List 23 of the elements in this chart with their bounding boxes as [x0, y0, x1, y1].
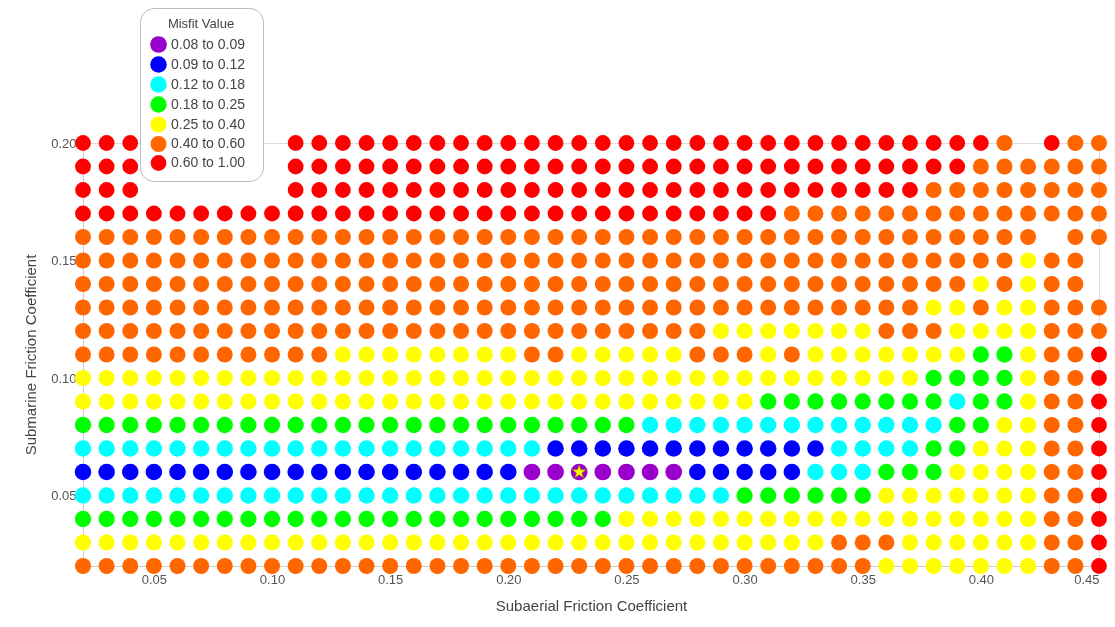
x-tick-label: 0.15 — [378, 571, 404, 587]
x-tick-label: 0.30 — [732, 571, 758, 587]
y-tick-label: 0.20 — [51, 135, 77, 151]
y-axis-title: Submarine Friction Coefficient — [22, 253, 40, 456]
y-tick-label: 0.05 — [51, 488, 77, 503]
legend-title: Misfit Value — [167, 16, 235, 31]
y-tick-label: 0.10 — [51, 370, 77, 386]
x-axis-title: Subaerial Friction Coefficient — [495, 596, 689, 614]
x-tick-label: 0.25 — [614, 571, 640, 587]
legend-label: 0.18 to 0.25 — [171, 95, 246, 112]
x-tick-label: 0.45 — [1074, 571, 1100, 587]
x-tick-label: 0.10 — [259, 571, 286, 587]
legend-label: 0.12 to 0.18 — [171, 75, 246, 92]
x-tick-label: 0.20 — [496, 571, 522, 587]
legend-label: 0.09 to 0.12 — [171, 55, 246, 72]
x-tick-label: 0.40 — [968, 571, 995, 587]
legend-label: 0.60 to 1.00 — [171, 154, 246, 170]
x-tick-label: 0.05 — [141, 571, 168, 587]
legend-label: 0.40 to 0.60 — [171, 135, 246, 151]
legend-label: 0.25 to 0.40 — [171, 115, 246, 132]
y-tick-label: 0.15 — [51, 253, 77, 268]
x-tick-label: 0.35 — [850, 571, 876, 587]
legend-label: 0.08 to 0.09 — [171, 35, 246, 52]
